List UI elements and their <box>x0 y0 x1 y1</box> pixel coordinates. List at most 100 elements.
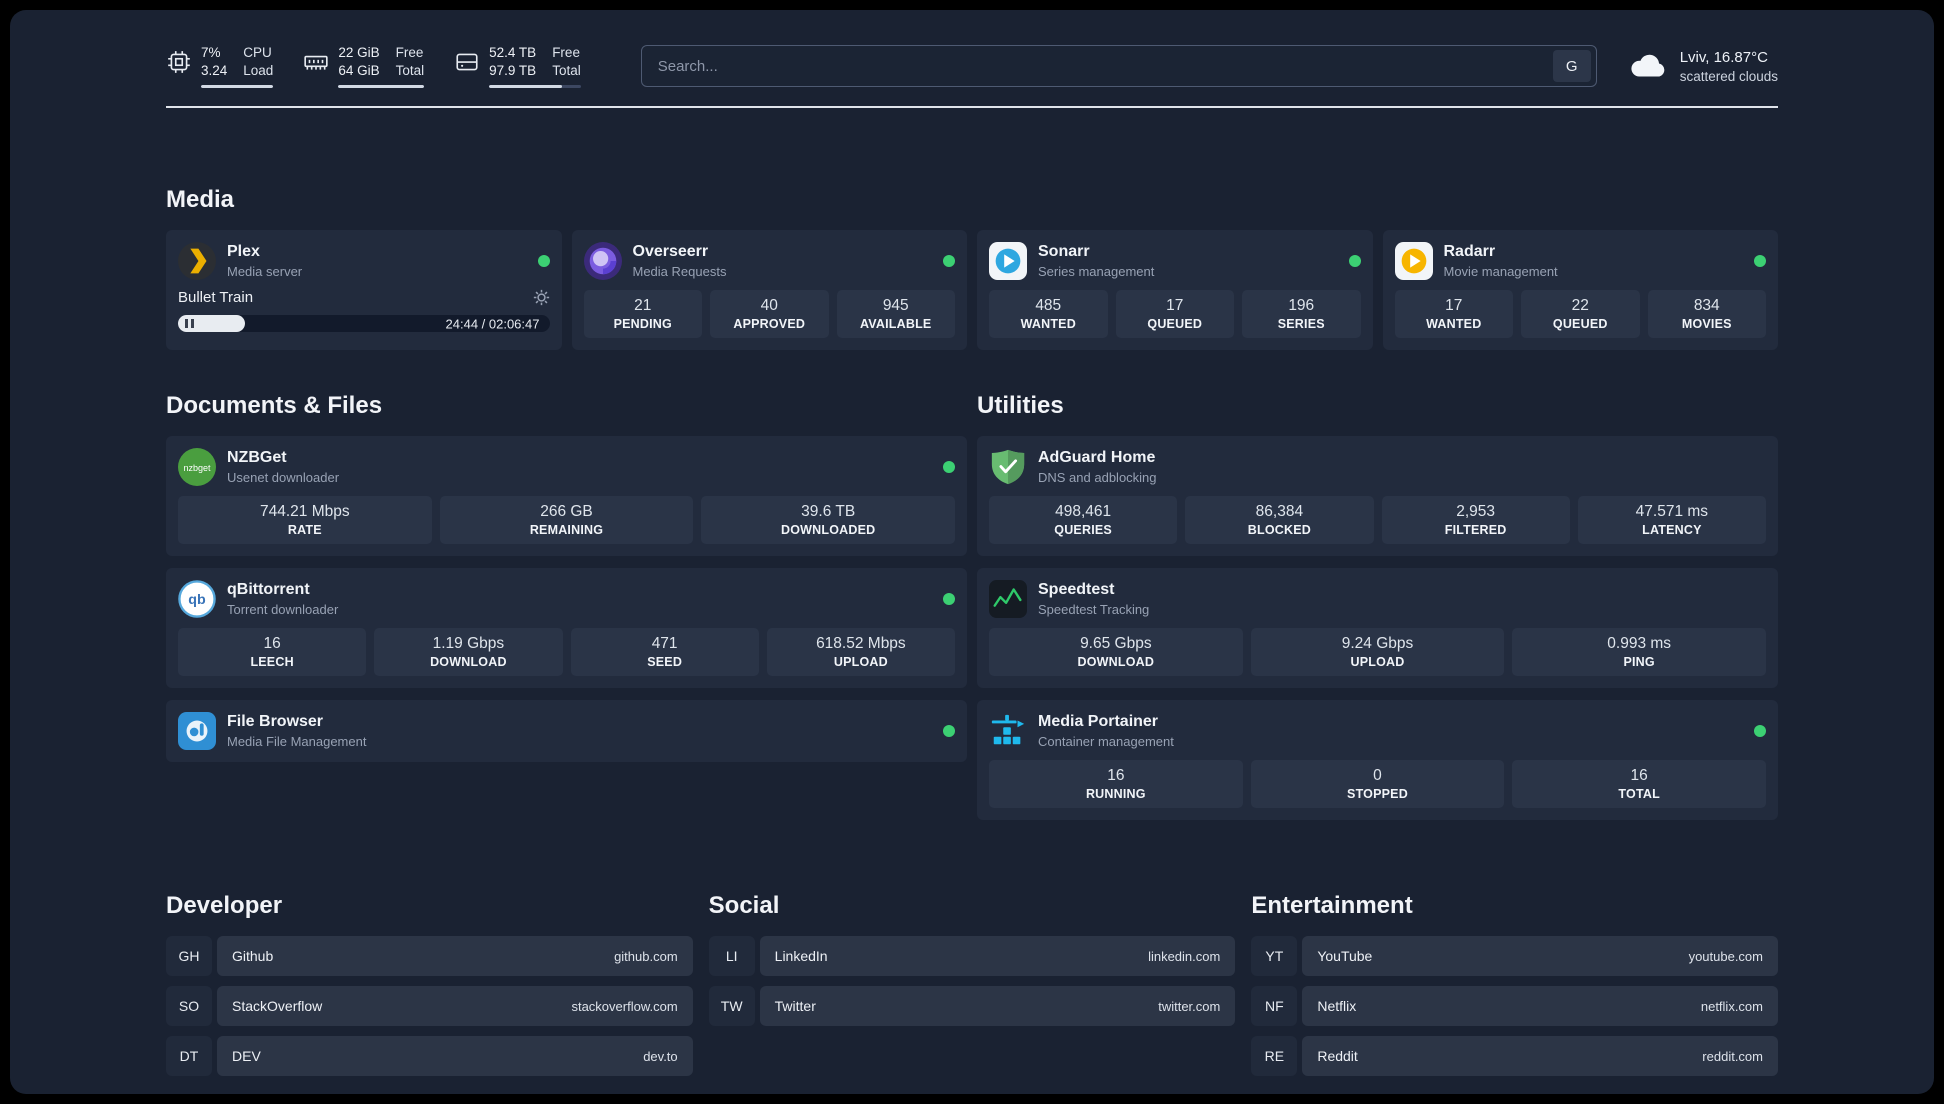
stat-box: 16 LEECH <box>178 628 367 677</box>
stat-label: UPLOAD <box>1350 655 1405 670</box>
ram-icon <box>303 49 329 75</box>
stat-label: WANTED <box>1426 317 1482 332</box>
playback-progress-bar[interactable]: 24:44 / 02:06:47 <box>178 315 550 333</box>
bookmark-abbr: DT <box>166 1036 212 1077</box>
bookmark-abbr: LI <box>708 936 755 977</box>
stat-label: PING <box>1623 655 1655 670</box>
bookmark-dev[interactable]: DT DEV dev.to <box>166 1036 693 1077</box>
cpu-bar <box>201 85 274 89</box>
portainer-icon <box>989 712 1027 750</box>
portainer-card[interactable]: Media Portainer Container management 16 … <box>977 700 1778 821</box>
bookmark-url: twitter.com <box>1158 998 1221 1014</box>
cpu-usage-value: 7% <box>201 45 221 60</box>
gear-icon[interactable] <box>533 289 550 306</box>
svg-text:nzbget: nzbget <box>183 463 211 473</box>
nzbget-icon: nzbget <box>178 448 216 487</box>
bookmark-reddit[interactable]: RE Reddit reddit.com <box>1251 1036 1778 1077</box>
status-dot <box>1754 725 1766 738</box>
bookmark-linkedin[interactable]: LI LinkedIn linkedin.com <box>708 936 1236 977</box>
stat-box: 498,461 QUERIES <box>989 496 1178 545</box>
documents-section: Documents & Files nzbget NZBGet U <box>166 392 967 820</box>
topbar: 7% 3.24 CPU Load <box>166 44 1778 89</box>
bookmark-name: Netflix <box>1317 998 1357 1015</box>
ram-total-label: Total <box>395 63 425 79</box>
weather-condition: scattered clouds <box>1679 68 1778 84</box>
stat-label: AVAILABLE <box>860 317 932 332</box>
search-bar[interactable]: G <box>640 45 1597 88</box>
app-desc: DNS and adblocking <box>1038 470 1157 486</box>
search-input[interactable] <box>655 56 1553 76</box>
bookmark-twitter[interactable]: TW Twitter twitter.com <box>708 986 1236 1027</box>
bookmark-youtube[interactable]: YT YouTube youtube.com <box>1251 936 1778 977</box>
plex-card[interactable]: Plex Media server Bullet Train <box>166 230 562 351</box>
disk-metric: 52.4 TB 97.9 TB Free Total <box>454 44 581 89</box>
bookmark-abbr: NF <box>1251 986 1298 1027</box>
stat-value: 16 <box>1107 767 1125 785</box>
bookmark-name: YouTube <box>1317 948 1373 965</box>
stat-label: QUEUED <box>1552 317 1608 332</box>
radarr-card[interactable]: Radarr Movie management 17 WANTED 22 QUE… <box>1382 230 1778 351</box>
stat-box: 0 STOPPED <box>1250 760 1505 809</box>
stat-label: QUEUED <box>1147 317 1203 332</box>
app-name: qBittorrent <box>227 581 310 599</box>
stat-box: 485 WANTED <box>989 290 1108 339</box>
bookmark-abbr: SO <box>166 986 212 1027</box>
pause-icon[interactable] <box>185 319 194 329</box>
stat-value: 1.19 Gbps <box>432 635 505 653</box>
bookmark-url: dev.to <box>643 1048 678 1064</box>
stat-value: 618.52 Mbps <box>816 635 906 653</box>
topbar-divider <box>166 106 1778 109</box>
disk-free-label: Free <box>552 45 580 60</box>
sonarr-card[interactable]: Sonarr Series management 485 WANTED 17 Q… <box>977 230 1373 351</box>
cpu-label: CPU <box>243 45 272 60</box>
stat-value: 47.571 ms <box>1635 503 1709 521</box>
stat-label: UPLOAD <box>833 655 888 670</box>
status-dot <box>943 461 955 474</box>
bookmark-abbr: YT <box>1251 936 1298 977</box>
stat-box: 86,384 BLOCKED <box>1185 496 1374 545</box>
nzbget-card[interactable]: nzbget NZBGet Usenet downloader 744.21 M… <box>166 436 967 557</box>
media-section: Media Plex Media server Bullet Train <box>166 186 1778 351</box>
bookmark-stackoverflow[interactable]: SO StackOverflow stackoverflow.com <box>166 986 693 1027</box>
stat-value: 17 <box>1166 297 1184 315</box>
cloud-icon <box>1627 45 1669 87</box>
status-dot <box>1754 255 1766 268</box>
overseerr-card[interactable]: Overseerr Media Requests 21 PENDING 40 A… <box>571 230 967 351</box>
dashboard-background: 7% 3.24 CPU Load <box>10 10 1934 1094</box>
qbittorrent-icon: qb <box>178 580 216 619</box>
stat-label: DOWNLOAD <box>1077 655 1155 670</box>
cpu-icon <box>166 49 192 75</box>
bookmark-netflix[interactable]: NF Netflix netflix.com <box>1251 986 1778 1027</box>
stat-value: 40 <box>760 297 778 315</box>
stat-label: LEECH <box>250 655 294 670</box>
stat-value: 196 <box>1288 297 1315 315</box>
stat-label: SEED <box>647 655 683 670</box>
cpu-load-label: Load <box>243 63 274 79</box>
stat-box: 16 TOTAL <box>1512 760 1766 809</box>
filebrowser-card[interactable]: File Browser Media File Management <box>166 700 967 763</box>
stat-label: FILTERED <box>1444 523 1507 538</box>
stat-box: 21 PENDING <box>583 290 702 339</box>
stat-box: 1.19 Gbps DOWNLOAD <box>374 628 563 677</box>
sonarr-icon <box>989 242 1027 281</box>
adguard-card[interactable]: AdGuard Home DNS and adblocking 498,461 … <box>977 436 1778 557</box>
weather-widget: Lviv, 16.87°C scattered clouds <box>1627 45 1778 87</box>
app-desc: Usenet downloader <box>227 470 340 486</box>
bookmark-url: stackoverflow.com <box>571 998 678 1014</box>
speedtest-card[interactable]: Speedtest Speedtest Tracking 9.65 Gbps D… <box>977 568 1778 689</box>
app-name: Radarr <box>1443 243 1496 261</box>
overseerr-icon <box>583 242 622 281</box>
status-dot <box>943 725 955 738</box>
bookmark-name: Github <box>232 948 274 965</box>
app-desc: Movie management <box>1443 264 1558 280</box>
ram-free-label: Free <box>395 45 424 60</box>
qbittorrent-card[interactable]: qb qBittorrent Torrent downloader 16 LEE… <box>166 568 967 689</box>
search-engine-button[interactable]: G <box>1552 50 1591 83</box>
developer-bookmarks: Developer GH Github github.com SO StackO… <box>166 892 693 1077</box>
svg-text:qb: qb <box>188 593 206 609</box>
stat-value: 86,384 <box>1255 503 1304 521</box>
app-name: Plex <box>227 243 260 261</box>
disk-icon <box>454 49 480 75</box>
bookmark-github[interactable]: GH Github github.com <box>166 936 693 977</box>
stat-value: 2,953 <box>1456 503 1496 521</box>
